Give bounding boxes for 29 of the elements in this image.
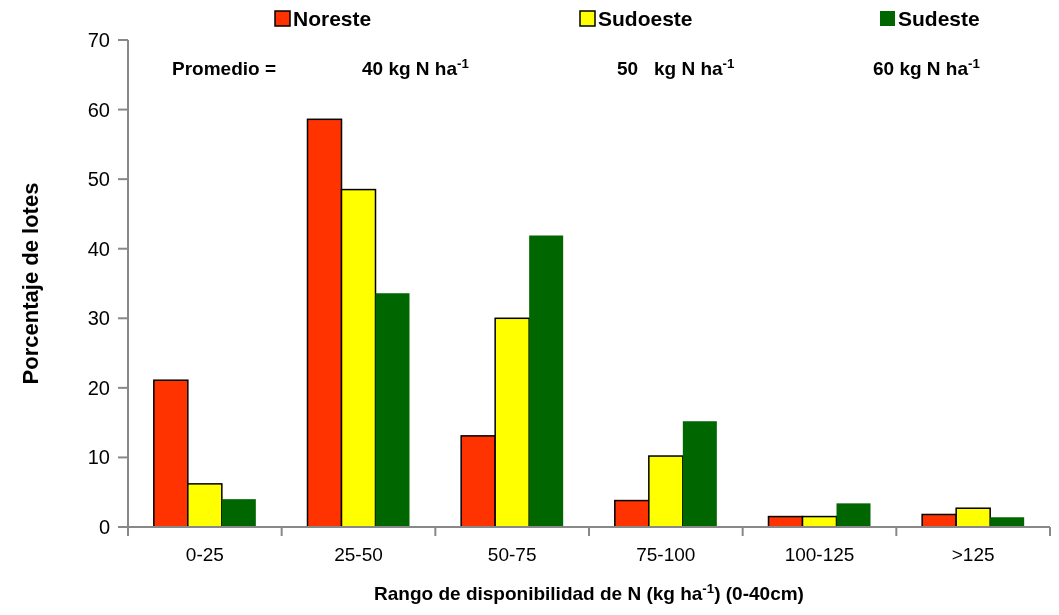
legend-label: Sudoeste <box>598 7 693 30</box>
x-tick-label: 50-75 <box>487 544 537 565</box>
bar <box>836 503 871 527</box>
bar <box>990 517 1025 527</box>
x-tick-label: 75-100 <box>636 544 696 565</box>
x-tick-label: >125 <box>951 544 995 565</box>
y-tick-label: 70 <box>87 29 110 51</box>
bar <box>375 293 410 527</box>
x-tick-label: 25-50 <box>334 544 383 565</box>
annotation: 50 kg N ha$^{-1}$ <box>617 55 736 79</box>
bar <box>221 499 256 527</box>
bar <box>529 235 564 527</box>
y-tick-label: 10 <box>87 446 110 469</box>
x-tick-label: 100-125 <box>784 544 855 565</box>
legend-label: Noreste <box>293 7 372 30</box>
y-tick-label: 0 <box>98 516 110 538</box>
annotation: 60 kg N ha$^{-1}$ <box>873 55 981 79</box>
x-axis-title: Rango de disponibilidad de N (kg ha$^{-1}$) (0-40cm) <box>374 580 804 604</box>
y-tick-label: 60 <box>87 98 110 121</box>
y-tick-label: 40 <box>87 237 110 260</box>
x-tick-label: 0-25 <box>185 544 224 565</box>
y-tick-label: 20 <box>87 376 110 399</box>
y-axis-title: Porcentaje de lotes <box>18 182 43 385</box>
annotation: Promedio = <box>172 58 276 79</box>
bar <box>682 421 717 527</box>
y-tick-label: 50 <box>87 168 110 191</box>
annotation: 40 kg N ha$^{-1}$ <box>362 55 470 79</box>
legend-label: Sudeste <box>898 7 980 30</box>
y-tick-label: 30 <box>87 307 110 330</box>
